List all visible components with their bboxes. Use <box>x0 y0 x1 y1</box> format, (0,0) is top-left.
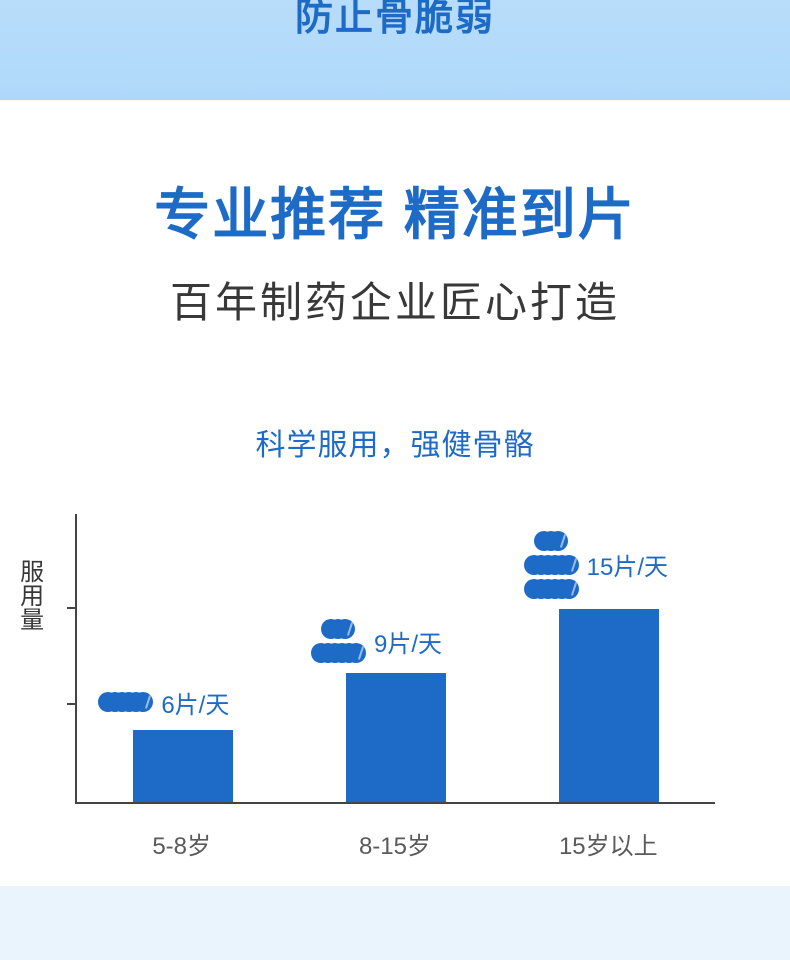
bar-annotation: 6片/天 <box>98 685 229 720</box>
y-tick <box>67 607 77 609</box>
bar <box>346 673 446 802</box>
bottom-strip <box>0 886 790 960</box>
x-axis-labels: 5-8岁 8-15岁 15岁以上 <box>75 826 715 861</box>
pill-row <box>321 619 355 639</box>
top-banner: 防止骨脆弱 <box>0 0 790 100</box>
main-content: 专业推荐 精准到片 百年制药企业匠心打造 科学服用，强健骨骼 服用量 6片/天 9… <box>0 100 790 861</box>
pill-icon <box>559 555 579 575</box>
x-axis-label: 15岁以上 <box>513 826 703 861</box>
bar-column: 15片/天 <box>514 514 704 802</box>
bars-container: 6片/天 9片/天 15片/天 <box>77 514 715 802</box>
chart-plot-area: 6片/天 9片/天 15片/天 <box>75 514 715 804</box>
annotation-label: 6片/天 <box>161 685 229 720</box>
pill-cluster <box>98 692 153 712</box>
x-axis-label: 5-8岁 <box>87 826 277 861</box>
pill-cluster <box>524 531 579 599</box>
x-axis-label: 8-15岁 <box>300 826 490 861</box>
pill-icon <box>335 619 355 639</box>
bar <box>559 609 659 802</box>
annotation-label: 15片/天 <box>587 547 668 582</box>
pill-row <box>524 555 579 575</box>
bar-column: 9片/天 <box>301 514 491 802</box>
pill-row <box>98 692 153 712</box>
headline: 专业推荐 精准到片 <box>0 170 790 251</box>
annotation-label: 9片/天 <box>374 624 442 659</box>
y-tick <box>67 703 77 705</box>
chart-caption: 科学服用，强健骨骼 <box>0 420 790 464</box>
banner-text: 防止骨脆弱 <box>295 0 495 41</box>
y-axis-label: 服用量 <box>15 559 43 631</box>
pill-row <box>524 579 579 599</box>
bar-column: 6片/天 <box>88 514 278 802</box>
pill-icon <box>346 643 366 663</box>
pill-row <box>534 531 568 551</box>
subhead: 百年制药企业匠心打造 <box>0 269 790 330</box>
bar-annotation: 9片/天 <box>311 619 442 663</box>
pill-icon <box>548 531 568 551</box>
bar <box>133 730 233 803</box>
pill-icon <box>133 692 153 712</box>
pill-cluster <box>311 619 366 663</box>
bar-annotation: 15片/天 <box>524 531 668 599</box>
pill-icon <box>559 579 579 599</box>
pill-row <box>311 643 366 663</box>
dosage-chart: 服用量 6片/天9片/天15片/天 5-8岁8-15岁15岁以上 <box>75 514 715 861</box>
